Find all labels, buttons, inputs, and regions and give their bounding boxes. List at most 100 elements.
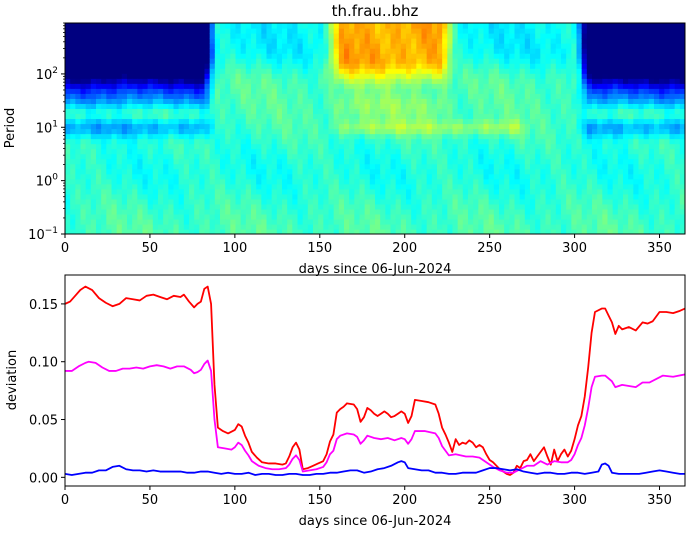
heatmap-cell (514, 133, 521, 140)
heatmap-cell (96, 203, 102, 210)
heatmap-cell (116, 223, 123, 230)
heatmap-cell (354, 93, 361, 99)
heatmap-cell (245, 158, 252, 165)
heatmap-cell (266, 63, 273, 69)
heatmap-cell (550, 108, 557, 115)
heatmap-cell (524, 218, 531, 225)
heatmap-cell (524, 183, 531, 190)
heatmap-cell (530, 208, 536, 215)
heatmap-cell (333, 68, 340, 74)
heatmap-cell (602, 223, 609, 230)
heatmap-cell (638, 158, 645, 165)
heatmap-cell (571, 203, 578, 210)
heatmap-cell (540, 208, 547, 215)
heatmap-cell (214, 178, 221, 185)
heatmap-cell (390, 168, 397, 175)
heatmap-cell (147, 158, 154, 165)
heatmap-cell (592, 168, 598, 175)
heatmap-cell (261, 58, 268, 64)
heatmap-cell (359, 138, 366, 145)
heatmap-cell (121, 133, 128, 140)
heatmap-cell (70, 108, 76, 115)
heatmap-cell (411, 78, 417, 84)
heatmap-cell (623, 93, 629, 99)
heatmap-cell (297, 148, 304, 155)
heatmap-cell (266, 163, 273, 170)
heatmap-cell (127, 48, 133, 54)
heatmap-cell (519, 103, 526, 109)
heatmap-cell (297, 218, 304, 225)
heatmap-cell (623, 158, 629, 165)
heatmap-cell (380, 193, 386, 200)
heatmap-cell (359, 83, 366, 89)
heatmap-cell (245, 123, 252, 130)
heatmap-cell (669, 143, 676, 150)
heatmap-cell (473, 158, 479, 165)
heatmap-cell (116, 28, 123, 34)
heatmap-cell (442, 138, 448, 145)
heatmap-cell (550, 33, 557, 39)
heatmap-cell (276, 28, 283, 34)
heatmap-cell (375, 53, 381, 59)
heatmap-cell (199, 73, 206, 79)
heatmap-cell (276, 168, 283, 175)
heatmap-cell (271, 28, 278, 34)
heatmap-cell (292, 138, 299, 145)
heatmap-cell (509, 158, 516, 165)
heatmap-cell (101, 183, 107, 190)
heatmap-cell (173, 113, 180, 120)
heatmap-cell (287, 208, 293, 215)
heatmap-cell (437, 133, 443, 140)
heatmap-cell (669, 188, 676, 195)
heatmap-cell (266, 58, 273, 64)
heatmap-cell (375, 98, 381, 104)
heatmap-cell (90, 113, 97, 120)
heatmap-cell (416, 203, 423, 210)
heatmap-cell (561, 193, 567, 200)
heatmap-cell (576, 138, 583, 145)
heatmap-cell (261, 88, 268, 94)
heatmap-cell (617, 48, 624, 54)
heatmap-cell (664, 128, 671, 135)
heatmap-cell (369, 68, 376, 74)
heatmap-cell (561, 103, 567, 109)
heatmap-cell (478, 38, 485, 44)
heatmap-cell (555, 73, 562, 79)
heatmap-cell (209, 208, 216, 215)
heatmap-cell (628, 143, 634, 150)
heatmap-cell (121, 28, 128, 34)
heatmap-cell (116, 218, 123, 225)
heatmap-cell (390, 63, 397, 69)
heatmap-cell (555, 153, 562, 160)
heatmap-cell (338, 138, 345, 145)
heatmap-cell (127, 123, 133, 130)
heatmap-cell (504, 178, 510, 185)
heatmap-cell (385, 138, 392, 145)
heatmap-cell (468, 68, 474, 74)
heatmap-cell (488, 93, 495, 99)
heatmap-cell (333, 133, 340, 140)
heatmap-cell (628, 73, 634, 79)
heatmap-cell (400, 93, 407, 99)
heatmap-cell (530, 23, 536, 29)
heatmap-cell (426, 103, 433, 109)
heatmap-cell (214, 123, 221, 130)
heatmap-cell (669, 218, 676, 225)
heatmap-cell (623, 193, 629, 200)
heatmap-cell (390, 88, 397, 94)
heatmap-cell (204, 33, 211, 39)
heatmap-cell (659, 173, 665, 180)
heatmap-cell (111, 168, 118, 175)
heatmap-cell (411, 178, 417, 185)
heatmap-cell (111, 58, 118, 64)
heatmap-cell (80, 63, 87, 69)
heatmap-cell (462, 128, 469, 135)
heatmap-cell (576, 33, 583, 39)
heatmap-cell (545, 108, 552, 115)
heatmap-cell (292, 88, 299, 94)
heatmap-cell (514, 143, 521, 150)
heatmap-cell (251, 133, 257, 140)
heatmap-cell (132, 33, 138, 39)
heatmap-cell (137, 113, 144, 120)
heatmap-cell (643, 203, 650, 210)
